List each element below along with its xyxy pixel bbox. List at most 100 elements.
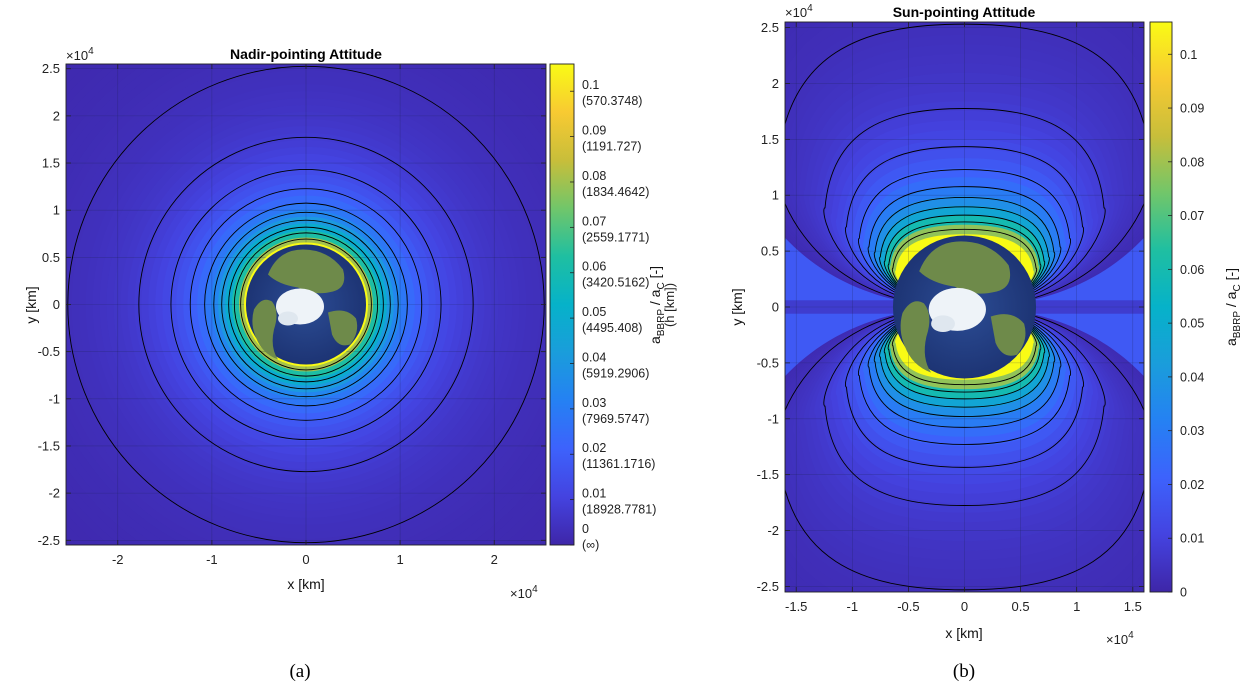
colorbar-b — [1149, 21, 1173, 593]
contour-line-b — [883, 214, 1046, 308]
ticks-b: -1.5 -1 -0.5 0 0.5 1 1.5 -2.5 -2 -1.5 -1 -0.5 0 0.5 1 1… — [757, 20, 1144, 614]
panel-b-sun: -1.5 -1 -0.5 0 0.5 1 1.5 -2.5 -2 -1.5 -1 -0.5 0 0.5 1 1… — [729, 3, 1243, 682]
xlabel-b: x [km] — [945, 625, 982, 641]
earth-a — [243, 242, 369, 367]
earth-polar-ice — [931, 315, 955, 333]
earth-landmass — [252, 299, 278, 360]
colorbar-tick-sublabel: (2559.1771) — [582, 230, 649, 244]
contour-line-b — [867, 186, 1062, 308]
contour-line-a — [204, 202, 408, 407]
colorbar-tick-label: 0.07 — [582, 214, 606, 228]
colorbar-tick-label: 0.1 — [1180, 48, 1197, 62]
contour-line-a — [228, 226, 384, 383]
y-tick-label: -0.5 — [38, 344, 60, 359]
contour-line-a — [138, 136, 474, 473]
y-tick-label: -2.5 — [38, 533, 60, 548]
x-tick-label: 1 — [397, 552, 404, 567]
y-tick-label: -1 — [48, 391, 60, 406]
y-tick-label: -2 — [767, 523, 779, 538]
contour-line-b — [879, 206, 1050, 308]
colorbar-tick-sublabel: (1191.727) — [582, 140, 642, 154]
colorbar-tick-sublabel: (18928.7781) — [582, 503, 656, 517]
y-tick-label: 1.5 — [42, 156, 60, 171]
contour-line-a — [240, 238, 372, 371]
y-tick-label: 1 — [53, 203, 60, 218]
colorbar-ticks-b: 0 0.01 0.02 0.03 0.04 0.05 0.06 0.07 0.08 0.09 0.1 — [1168, 48, 1204, 600]
contour-line-b — [891, 306, 1038, 386]
colorbar-tick-sublabel: (∞) — [582, 538, 599, 552]
colorbar-tick-label: 0.05 — [1180, 317, 1204, 331]
x-tick-label: 0 — [302, 552, 309, 567]
x-tick-label: 1 — [1073, 599, 1080, 614]
earth-landmass — [328, 310, 358, 346]
colorbar-tick-label: 0 — [1180, 586, 1187, 600]
y-exponent-a: ×104 — [66, 46, 94, 63]
contour-line-b — [845, 146, 1084, 308]
contour-line-a — [213, 211, 399, 398]
colorbar-tick-sublabel: (4495.408) — [582, 321, 642, 335]
y-tick-label: 1 — [772, 188, 779, 203]
y-tick-label: 2 — [772, 76, 779, 91]
y-tick-label: 0 — [772, 300, 779, 315]
colorbar-tick-label: 0.03 — [1180, 424, 1204, 438]
panel-a-nadir: -2 -1 0 1 2 -2.5 -2 -1.5 -1 -0.5 0 0.5 1 1.5 2 2.5 Nadi… — [23, 46, 677, 682]
colorbar-tick-label: 0.06 — [1180, 263, 1204, 277]
x-tick-label: -2 — [112, 552, 124, 567]
colorbar-tick-label: 0.08 — [582, 169, 606, 183]
y-tick-label: -1.5 — [38, 438, 60, 453]
colorbar-ticks-a: 0 (∞) 0.01 (18928.7781) 0.02 (11361.1716) 0.03… — [570, 78, 656, 552]
earth-landmass — [900, 301, 932, 373]
x-tick-label: -1.5 — [785, 599, 807, 614]
x-tick-label: 2 — [491, 552, 498, 567]
x-exponent-b: ×104 — [1106, 630, 1134, 647]
colorbar-tick-sublabel: (5919.2906) — [582, 366, 649, 380]
colorbar-tick-label: 0.1 — [582, 78, 599, 92]
colorbar-tick-label: 0.02 — [1180, 478, 1204, 492]
y-tick-label: 0 — [53, 297, 60, 312]
x-tick-label: -1 — [206, 552, 218, 567]
x-tick-label: 1.5 — [1124, 599, 1142, 614]
x-tick-label: -0.5 — [897, 599, 919, 614]
colorbar-label-a: aBBRP / aC [-] — [647, 266, 667, 344]
colorbar-tick-sublabel: (3420.5162) — [582, 276, 649, 290]
y-tick-label: 0.5 — [42, 250, 60, 265]
earth-landmass — [990, 314, 1026, 356]
colorbar-tick-label: 0.04 — [1180, 370, 1204, 384]
y-tick-label: 1.5 — [761, 132, 779, 147]
y-tick-label: -1 — [767, 411, 779, 426]
contour-line-b — [823, 306, 1106, 506]
heatmap-field-b — [785, 22, 1144, 592]
x-exponent-a: ×104 — [510, 584, 538, 601]
title-a: Nadir-pointing Attitude — [230, 46, 382, 62]
colorbar-tick-sublabel: (1834.4642) — [582, 185, 649, 199]
colorbar-tick-label: 0 — [582, 522, 589, 536]
contour-line-a — [189, 188, 423, 421]
y-tick-label: 2.5 — [42, 61, 60, 76]
colorbar-tick-label: 0.02 — [582, 441, 606, 455]
colorbar-tick-label: 0.03 — [582, 396, 606, 410]
y-tick-label: -2.5 — [757, 579, 779, 594]
contour-line-b — [858, 306, 1071, 445]
contour-line-a — [233, 232, 379, 377]
ylabel-a: y [km] — [23, 286, 39, 323]
contour-line-b — [867, 306, 1062, 428]
colorbar-tick-sublabel: (11361.1716) — [582, 457, 655, 471]
caption-b: (b) — [953, 661, 975, 682]
contour-line-b — [887, 221, 1042, 308]
colorbar-tick-label: 0.05 — [582, 305, 606, 319]
colorbar-tick-label: 0.04 — [582, 350, 606, 364]
colorbar-tick-label: 0.08 — [1180, 155, 1204, 169]
ylabel-b: y [km] — [729, 288, 745, 325]
y-exponent-b: ×104 — [785, 3, 813, 20]
colorbar-a — [549, 63, 575, 546]
earth-landmass — [267, 249, 345, 294]
colorbar-tick-sublabel: (570.3748) — [582, 94, 642, 108]
contour-line-a — [221, 219, 391, 390]
y-tick-label: 2.5 — [761, 20, 779, 35]
ticks-a: -2 -1 0 1 2 -2.5 -2 -1.5 -1 -0.5 0 0.5 1 1.5 2 2.5 — [38, 61, 546, 567]
x-tick-label: -1 — [847, 599, 859, 614]
title-b: Sun-pointing Attitude — [893, 4, 1036, 20]
y-tick-label: 0.5 — [761, 244, 779, 259]
contour-line-b — [873, 306, 1056, 417]
colorbar-tick-label: 0.01 — [1180, 532, 1204, 546]
